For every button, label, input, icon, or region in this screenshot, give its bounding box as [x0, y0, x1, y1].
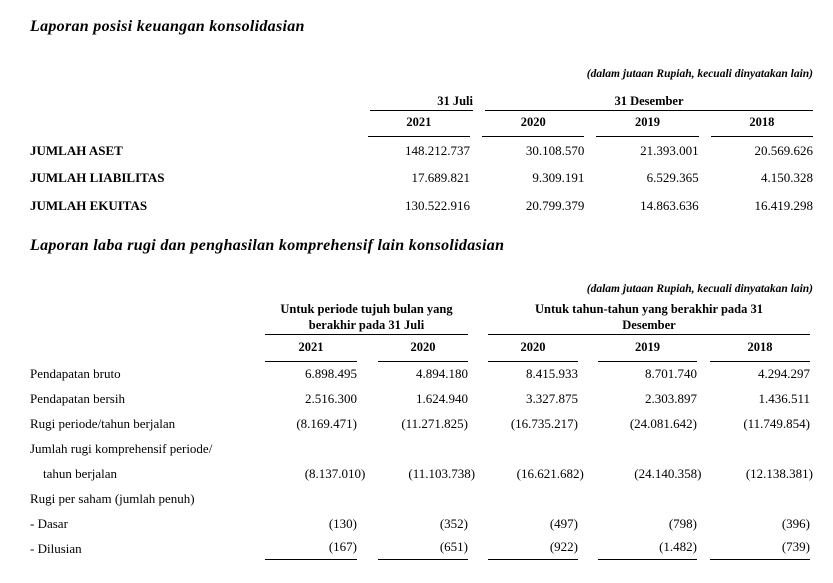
cell-value: (1.482) [598, 539, 697, 560]
cell-value: 14.863.636 [640, 197, 699, 213]
table-row: Pendapatan bersih 2.516.300 1.624.940 3.… [30, 387, 813, 412]
income-statement-table: Untuk periode tujuh bulan yang berakhir … [30, 301, 813, 562]
cell-value: (8.137.010) [304, 466, 366, 481]
year-column-header: 2018 [710, 113, 813, 137]
row-label: Rugi periode/tahun berjalan [30, 416, 176, 431]
cell-value: (24.140.358) [634, 466, 702, 481]
cell-value: 30.108.570 [525, 142, 585, 158]
table-group-header-row: 31 Juli 31 Desember [30, 93, 813, 111]
table-row: Pendapatan bruto 6.898.495 4.894.180 8.4… [30, 362, 813, 387]
table-row: JUMLAH EKUITAS 130.522.916 20.799.379 14… [30, 192, 813, 220]
row-label: Pendapatan bersih [30, 391, 125, 406]
cell-value: (11.749.854) [743, 416, 810, 431]
table-row: JUMLAH ASET 148.212.737 30.108.570 21.39… [30, 137, 813, 165]
row-label: JUMLAH LIABILITAS [30, 170, 165, 186]
table-group-header-row: Untuk periode tujuh bulan yang berakhir … [30, 301, 813, 335]
table-row: tahun berjalan (8.137.010) (11.103.738) … [30, 462, 813, 487]
cell-value: (651) [378, 539, 468, 560]
table-row: Rugi per saham (jumlah penuh) [30, 487, 813, 512]
cell-value: (16.621.682) [516, 466, 584, 481]
cell-value: 1.436.511 [758, 391, 810, 406]
cell-value: 1.624.940 [416, 391, 468, 406]
section2-unit-note: (dalam jutaan Rupiah, kecuali dinyatakan… [586, 282, 813, 295]
cell-value: 8.415.933 [526, 366, 578, 381]
year-column-header: 2020 [378, 338, 468, 362]
row-label: - Dasar [30, 516, 68, 531]
group-header-31-desember: 31 Desember [485, 93, 813, 111]
cell-value: 2.303.897 [645, 391, 697, 406]
year-column-header: 2021 [367, 113, 471, 137]
cell-value: 3.327.875 [526, 391, 578, 406]
cell-value: (16.735.217) [510, 416, 578, 431]
table-row: - Dilusian (167) (651) (922) (1.482) (73… [30, 537, 813, 562]
year-column-header: 2018 [710, 338, 810, 362]
cell-value: (11.103.738) [408, 466, 476, 481]
row-label: Rugi per saham (jumlah penuh) [30, 491, 195, 506]
cell-value: 17.689.821 [411, 170, 471, 186]
cell-value: 20.569.626 [754, 142, 813, 158]
cell-value: (922) [488, 539, 578, 560]
table-row: Rugi periode/tahun berjalan (8.169.471) … [30, 412, 813, 437]
cell-value: (497) [549, 516, 578, 531]
cell-value: 8.701.740 [645, 366, 697, 381]
cell-value: 16.419.298 [754, 197, 813, 213]
section1-title: Laporan posisi keuangan konsolidasian [30, 18, 305, 35]
group-header-31-juli: 31 Juli [370, 93, 473, 111]
cell-value: (8.169.471) [296, 416, 357, 431]
table-row: Jumlah rugi komprehensif periode/ [30, 437, 813, 462]
table-row: JUMLAH LIABILITAS 17.689.821 9.309.191 6… [30, 165, 813, 193]
row-label: JUMLAH EKUITAS [30, 197, 148, 213]
balance-sheet-table: 31 Juli 31 Desember 2021 2020 2019 2018 … [30, 93, 813, 220]
year-column-header: 2020 [482, 113, 585, 137]
year-column-header: 2020 [488, 338, 578, 362]
cell-value: 6.529.365 [646, 170, 699, 186]
cell-value: 130.522.916 [405, 197, 471, 213]
row-label: JUMLAH ASET [30, 142, 123, 158]
group-header-periode-tujuh-bulan: Untuk periode tujuh bulan yang berakhir … [265, 301, 468, 335]
cell-value: 21.393.001 [640, 142, 699, 158]
year-column-header: 2019 [596, 113, 699, 137]
table-year-header-row: 2021 2020 2020 2019 2018 [30, 338, 813, 362]
cell-value: (739) [710, 539, 810, 560]
cell-value: 4.150.328 [760, 170, 813, 186]
cell-value: 9.309.191 [532, 170, 585, 186]
cell-value: (130) [328, 516, 357, 531]
cell-value: (798) [668, 516, 697, 531]
table-year-header-row: 2021 2020 2019 2018 [30, 113, 813, 137]
row-label: Jumlah rugi komprehensif periode/ [30, 441, 213, 456]
cell-value: (11.271.825) [401, 416, 468, 431]
cell-value: (352) [439, 516, 468, 531]
year-column-header: 2021 [265, 338, 357, 362]
cell-value: 4.894.180 [416, 366, 468, 381]
cell-value: (12.138.381) [745, 466, 813, 481]
table-row: - Dasar (130) (352) (497) (798) (396) [30, 512, 813, 537]
cell-value: 20.799.379 [525, 197, 585, 213]
cell-value: (396) [781, 516, 810, 531]
row-label: Pendapatan bruto [30, 366, 121, 381]
cell-value: 6.898.495 [305, 366, 357, 381]
row-label: - Dilusian [30, 541, 82, 556]
section2-title: Laporan laba rugi dan penghasilan kompre… [30, 236, 505, 254]
cell-value: (24.081.642) [629, 416, 697, 431]
cell-value: 148.212.737 [405, 142, 471, 158]
year-column-header: 2019 [598, 338, 697, 362]
section1-unit-note: (dalam jutaan Rupiah, kecuali dinyatakan… [586, 68, 813, 80]
cell-value: 4.294.297 [758, 366, 810, 381]
cell-value: (167) [265, 539, 357, 560]
cell-value: 2.516.300 [305, 391, 357, 406]
group-header-tahun-tahun: Untuk tahun-tahun yang berakhir pada 31 … [488, 301, 810, 335]
row-label: tahun berjalan [43, 466, 117, 481]
